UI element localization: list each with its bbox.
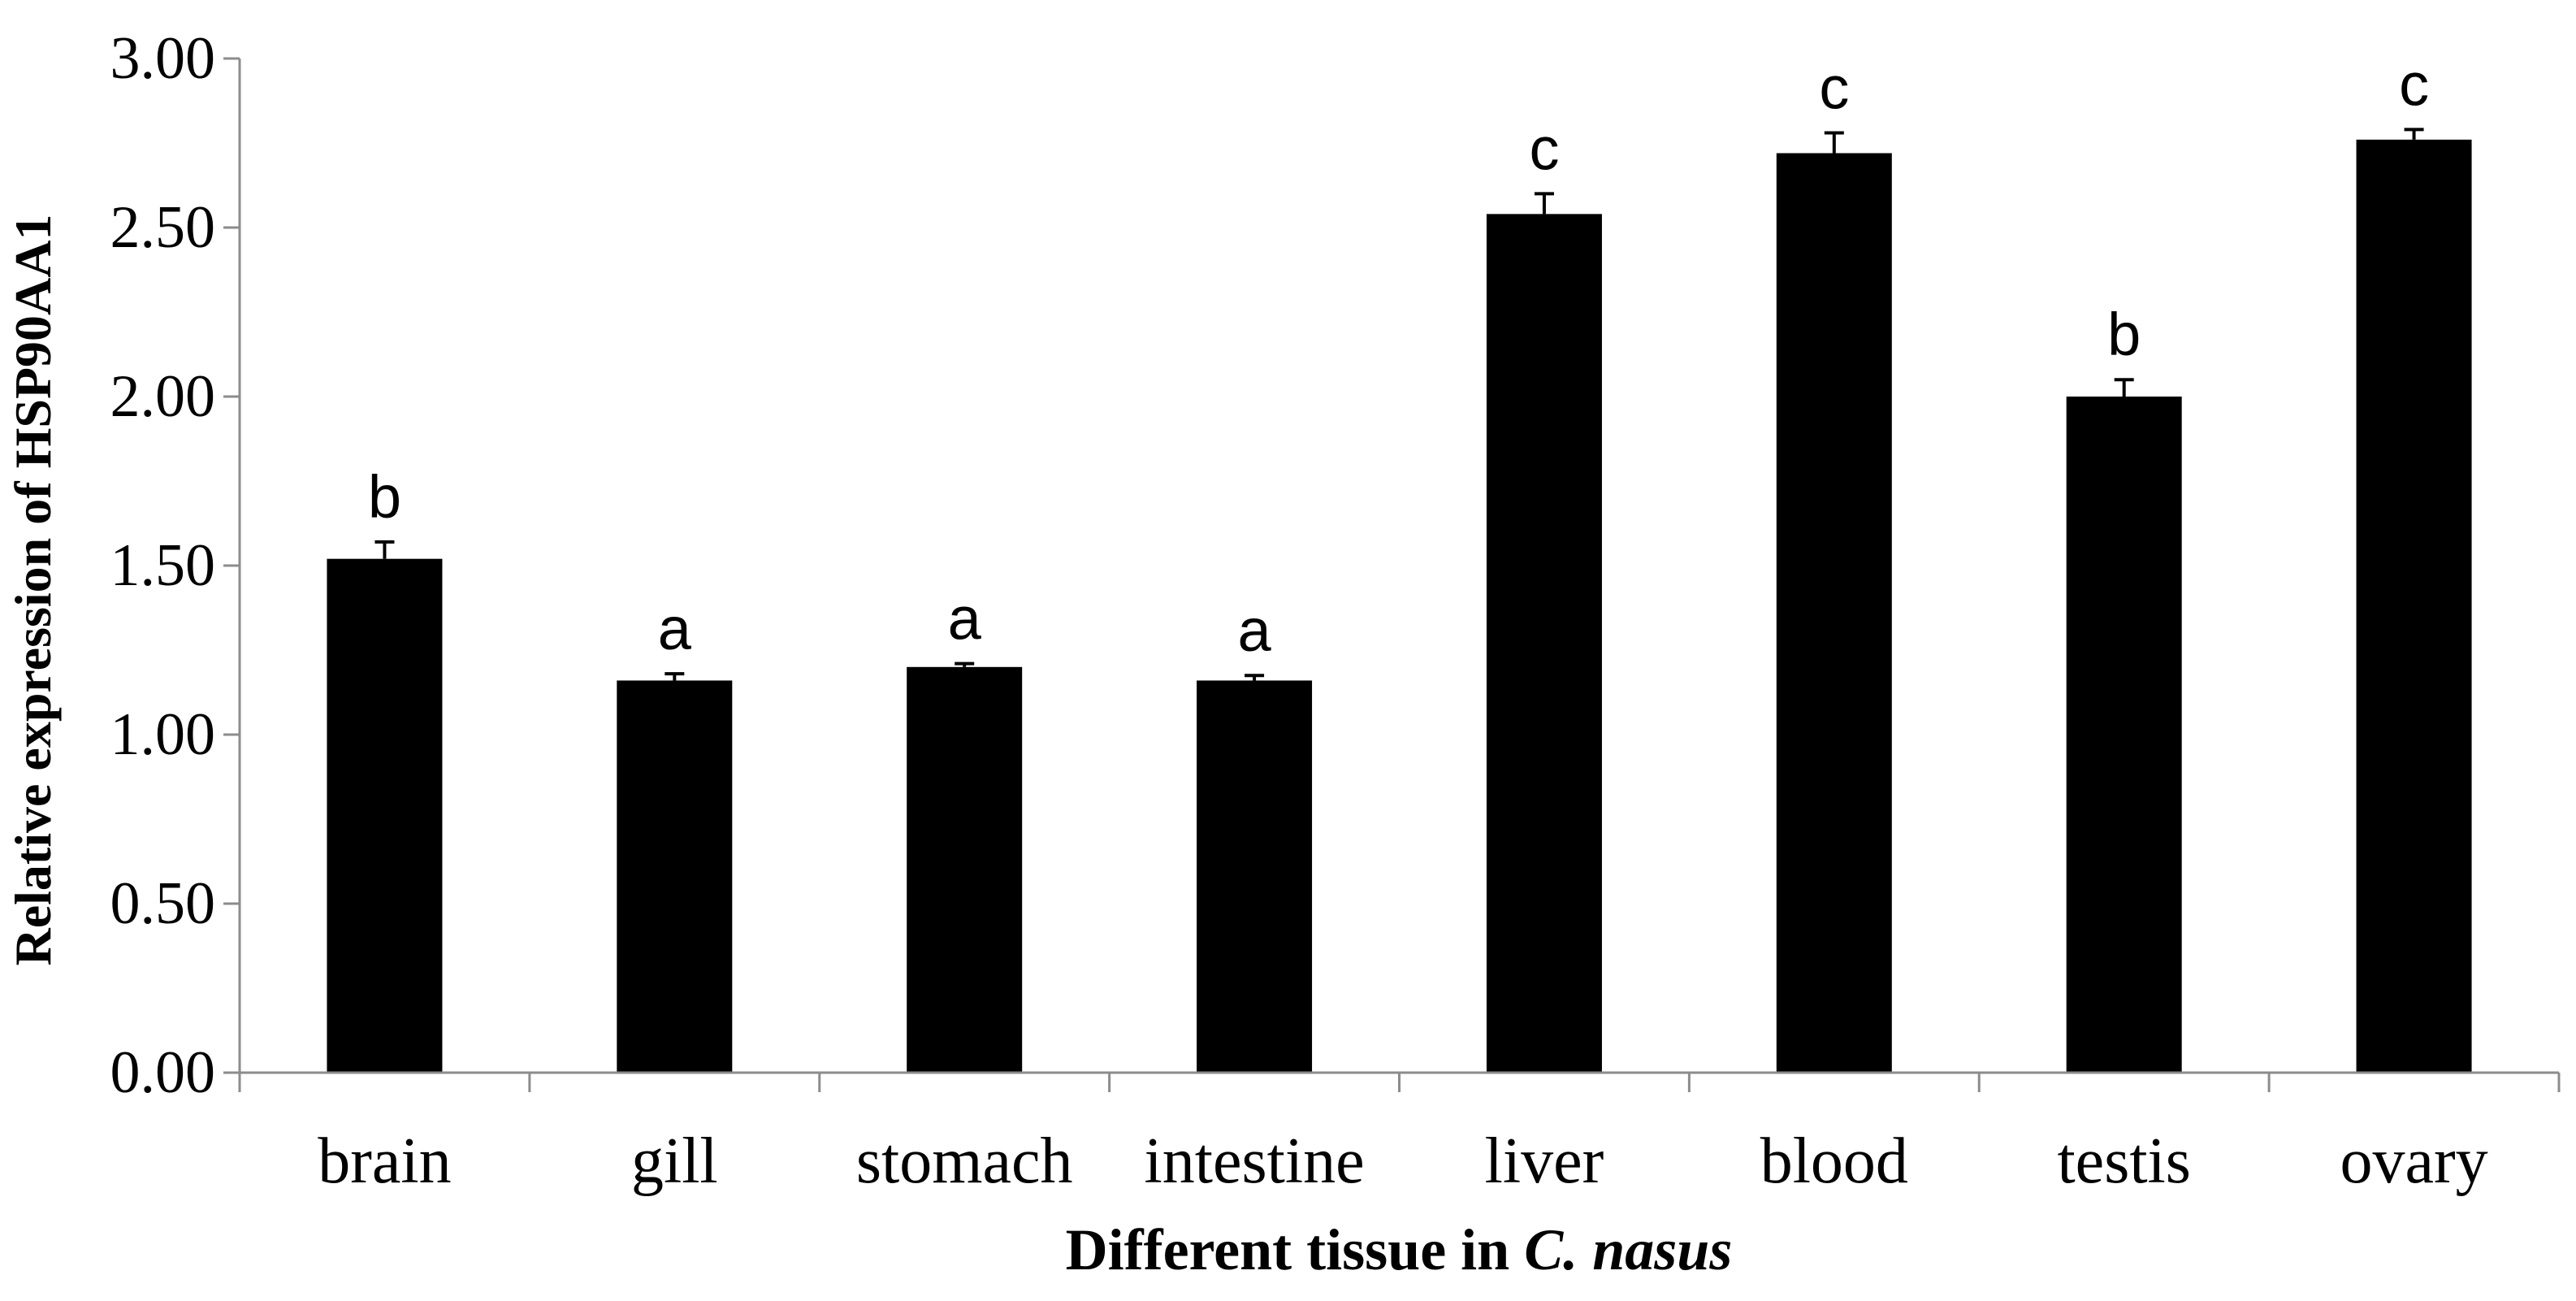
bar-stomach (907, 666, 1023, 1073)
significance-label-ovary: c (2399, 50, 2429, 118)
y-tick-label: 1.50 (110, 532, 216, 599)
bar-liver (1486, 214, 1602, 1073)
y-tick-label: 0.00 (110, 1039, 216, 1106)
y-axis-ticks: 0.00 0.50 1.00 1.50 2.00 2.50 3.00 (110, 25, 240, 1106)
significance-label-gill: a (658, 595, 692, 662)
bar-blood (1776, 153, 1892, 1073)
significance-label-intestine: a (1237, 596, 1271, 664)
x-category-label-liver: liver (1485, 1125, 1604, 1197)
significance-label-testis: b (2107, 301, 2141, 368)
x-category-label-gill: gill (631, 1125, 718, 1197)
x-category-label-testis: testis (2057, 1125, 2190, 1197)
y-tick-label: 2.50 (110, 194, 216, 261)
x-category-label-brain: brain (318, 1125, 451, 1197)
x-axis-title-species: C. nasus (1524, 1217, 1732, 1282)
significance-label-liver: c (1529, 115, 1559, 182)
significance-label-blood: c (1819, 54, 1849, 122)
bar-ovary (2356, 139, 2472, 1073)
significance-label-brain: b (368, 463, 401, 531)
x-axis-ticks: brain gill stomach intestine liver blood testi… (238, 1073, 2561, 1197)
y-tick-label: 1.00 (110, 701, 216, 768)
bar-gill (617, 680, 733, 1073)
significance-label-stomach: a (948, 585, 982, 653)
x-category-label-ovary: ovary (2340, 1125, 2487, 1197)
bar-testis (2066, 397, 2182, 1073)
bar-intestine (1197, 680, 1313, 1073)
y-axis-title: Relative expression of HSP90AA1 (4, 215, 62, 966)
bars: b a a a c c b c (327, 50, 2472, 1073)
y-tick-label: 0.50 (110, 870, 216, 937)
y-tick-label: 2.00 (110, 363, 216, 430)
x-category-label-intestine: intestine (1145, 1125, 1365, 1197)
x-category-label-blood: blood (1760, 1125, 1908, 1197)
y-tick-label: 3.00 (110, 25, 216, 92)
bar-brain (327, 558, 443, 1073)
x-category-label-stomach: stomach (856, 1125, 1073, 1197)
x-axis-title-main: Different tissue in (1066, 1217, 1510, 1282)
x-axis-title: Different tissue in C. nasus (1066, 1217, 1733, 1282)
